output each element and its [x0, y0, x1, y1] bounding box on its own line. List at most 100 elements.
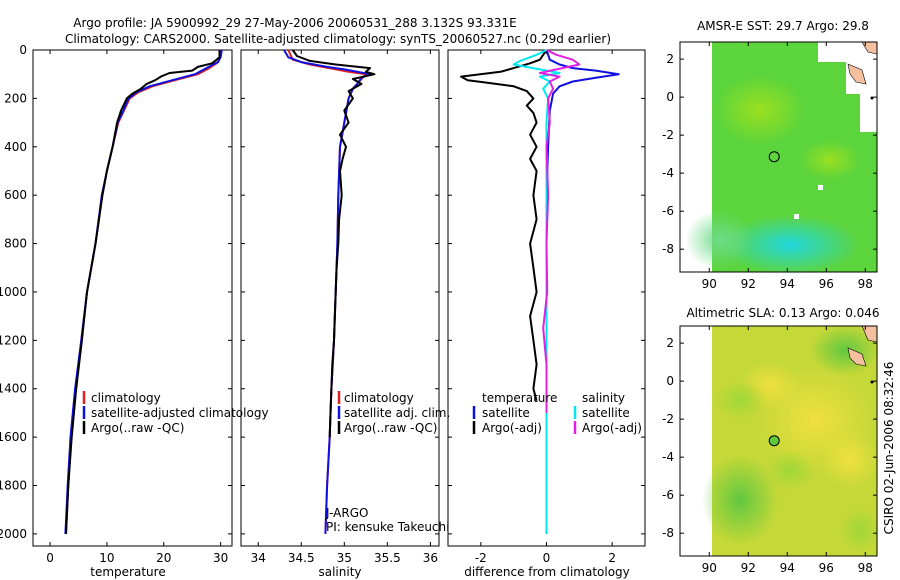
- sst-axes-box: [679, 41, 878, 273]
- series-line-temperature-satellite: [545, 49, 620, 534]
- sst-map-title: AMSR-E SST: 29.7 Argo: 29.8: [697, 19, 869, 33]
- pi-note: PI: kensuke Takeuchi: [326, 520, 449, 534]
- lon-tick-label: 90: [702, 277, 717, 291]
- figure-title-line2: Climatology: CARS2000. Satellite-adjuste…: [65, 32, 611, 46]
- side-credit: CSIRO 02-Jun-2006 08:32:46: [882, 362, 896, 535]
- depth-tick-labels: 0 200 400 600 800 1000 1200 1400 1600 1800 2000: [0, 43, 232, 541]
- sst-island: [870, 96, 874, 100]
- x-tick-label: 0: [46, 551, 54, 565]
- lat-tick-label: -6: [662, 204, 674, 218]
- salinity-panel: 34 34.5 35 35.5 36 salinity climatology sate…: [240, 49, 450, 579]
- salinity-axes-box: [240, 49, 440, 547]
- temperature-axes-box: [32, 49, 233, 547]
- sla-island: [870, 380, 874, 384]
- sst-lon-ticks: 90 92 94 96 98: [702, 42, 873, 291]
- sla-high-patch: [820, 430, 880, 490]
- sla-axes-box: [679, 325, 878, 557]
- sst-map-panel: AMSR-E SST: 29.7 Argo: 29.8 2 0 -2 -4 -6 -8 9…: [662, 19, 878, 291]
- difference-xlabel: difference from climatology: [464, 565, 630, 579]
- series-line-climatology: [287, 49, 367, 534]
- x-tick-label: 0: [543, 551, 551, 565]
- legend-label-sal-argo: Argo(-adj): [582, 421, 642, 435]
- sla-low-patch: [765, 450, 815, 490]
- depth-tick-label: 0: [19, 43, 27, 57]
- depth-tick-label: 1800: [0, 479, 27, 493]
- sst-warm-patch: [800, 140, 860, 180]
- lat-tick-label: -4: [662, 450, 674, 464]
- temperature-xlabel: temperature: [90, 565, 165, 579]
- legend-label-argo: Argo(..raw -QC): [344, 421, 437, 435]
- x-tick-label: 34.5: [288, 551, 315, 565]
- temperature-panel: 0 200 400 600 800 1000 1200 1400 1600 1800 2000 0 1…: [0, 43, 269, 579]
- legend-heading-temperature: temperature: [482, 391, 557, 405]
- sst-missing-pixel: [794, 214, 799, 219]
- lat-tick-label: 0: [666, 374, 674, 388]
- x-tick-label: 35: [337, 551, 352, 565]
- depth-tick-label: 800: [4, 237, 27, 251]
- series-line-argo-raw-qc-: [291, 49, 376, 438]
- temperature-legend: climatology satellite-adjusted climatolo…: [82, 391, 269, 435]
- depth-tick-label: 2000: [0, 527, 27, 541]
- x-tick-label: 34: [251, 551, 266, 565]
- x-tick-label: 35.5: [374, 551, 401, 565]
- salinity-xlabel: salinity: [318, 565, 361, 579]
- sst-cool-patch: [685, 210, 755, 270]
- series-line-argo-raw-qc-: [65, 50, 221, 534]
- argo-float-marker: [768, 435, 780, 447]
- depth-tick-label: 200: [4, 91, 27, 105]
- argo-float-marker: [768, 151, 780, 163]
- x-tick-label: 20: [156, 551, 171, 565]
- lat-tick-label: -6: [662, 488, 674, 502]
- lat-tick-label: -2: [662, 412, 674, 426]
- sst-lat-ticks: 2 0 -2 -4 -6 -8: [662, 52, 877, 256]
- program-note: J-ARGO: [325, 506, 368, 520]
- x-tick-label: 36: [423, 551, 438, 565]
- sla-land: [847, 347, 867, 367]
- sst-missing-data: [818, 42, 877, 62]
- difference-series: [460, 49, 620, 534]
- depth-tick-label: 1600: [0, 430, 27, 444]
- temperature-tick-labels: 0 10 20 30: [46, 50, 228, 565]
- salinity-tick-labels: 34 34.5 35 35.5 36: [251, 50, 438, 565]
- sla-lat-ticks: 2 0 -2 -4 -6 -8: [662, 336, 877, 540]
- lon-tick-label: 98: [858, 561, 873, 575]
- lon-tick-label: 96: [819, 277, 834, 291]
- sst-missing-data: [860, 94, 877, 132]
- lon-tick-label: 90: [702, 561, 717, 575]
- depth-tick-label: 1000: [0, 285, 27, 299]
- depth-tick-label: 1400: [0, 382, 27, 396]
- sst-warm-patch: [715, 75, 805, 145]
- lon-tick-label: 94: [780, 561, 795, 575]
- lat-tick-label: -4: [662, 166, 674, 180]
- difference-tick-labels: -2 0 2: [475, 50, 616, 565]
- x-tick-label: 2: [608, 551, 616, 565]
- series-line-satellite-adj-clim-: [283, 49, 372, 534]
- sla-low-patch: [702, 455, 778, 545]
- lon-tick-label: 94: [780, 277, 795, 291]
- sla-low-patch: [840, 508, 880, 552]
- sst-land: [847, 63, 867, 85]
- legend-label-satellite: satellite-adjusted climatology: [91, 406, 269, 420]
- lat-tick-label: 0: [666, 90, 674, 104]
- x-tick-label: 10: [99, 551, 114, 565]
- sla-map-panel: Altimetric SLA: 0.13 Argo: 0.046 2 0 -2 -4 -…: [662, 306, 880, 575]
- temperature-series: [64, 49, 223, 534]
- depth-tick-label: 600: [4, 188, 27, 202]
- series-line-salinity-argo-adj-: [538, 49, 581, 413]
- legend-label-climatology: climatology: [91, 391, 161, 405]
- lon-tick-label: 92: [741, 561, 756, 575]
- sla-low-patch: [715, 380, 765, 420]
- lat-tick-label: -8: [662, 526, 674, 540]
- series-line-climatology: [65, 49, 222, 534]
- salinity-legend: climatology satellite adj. clim. Argo(..…: [337, 391, 450, 435]
- legend-heading-salinity: salinity: [582, 391, 625, 405]
- difference-panel: -2 0 2 difference from climatology tempera…: [447, 49, 646, 579]
- sla-map-title: Altimetric SLA: 0.13 Argo: 0.046: [686, 306, 879, 320]
- sst-missing-pixel: [818, 185, 823, 190]
- x-tick-label: 30: [213, 551, 228, 565]
- sst-field: [685, 41, 878, 275]
- legend-label-climatology: climatology: [344, 391, 414, 405]
- sla-field: [702, 325, 880, 556]
- sla-lon-ticks: 90 92 94 96 98: [702, 326, 873, 575]
